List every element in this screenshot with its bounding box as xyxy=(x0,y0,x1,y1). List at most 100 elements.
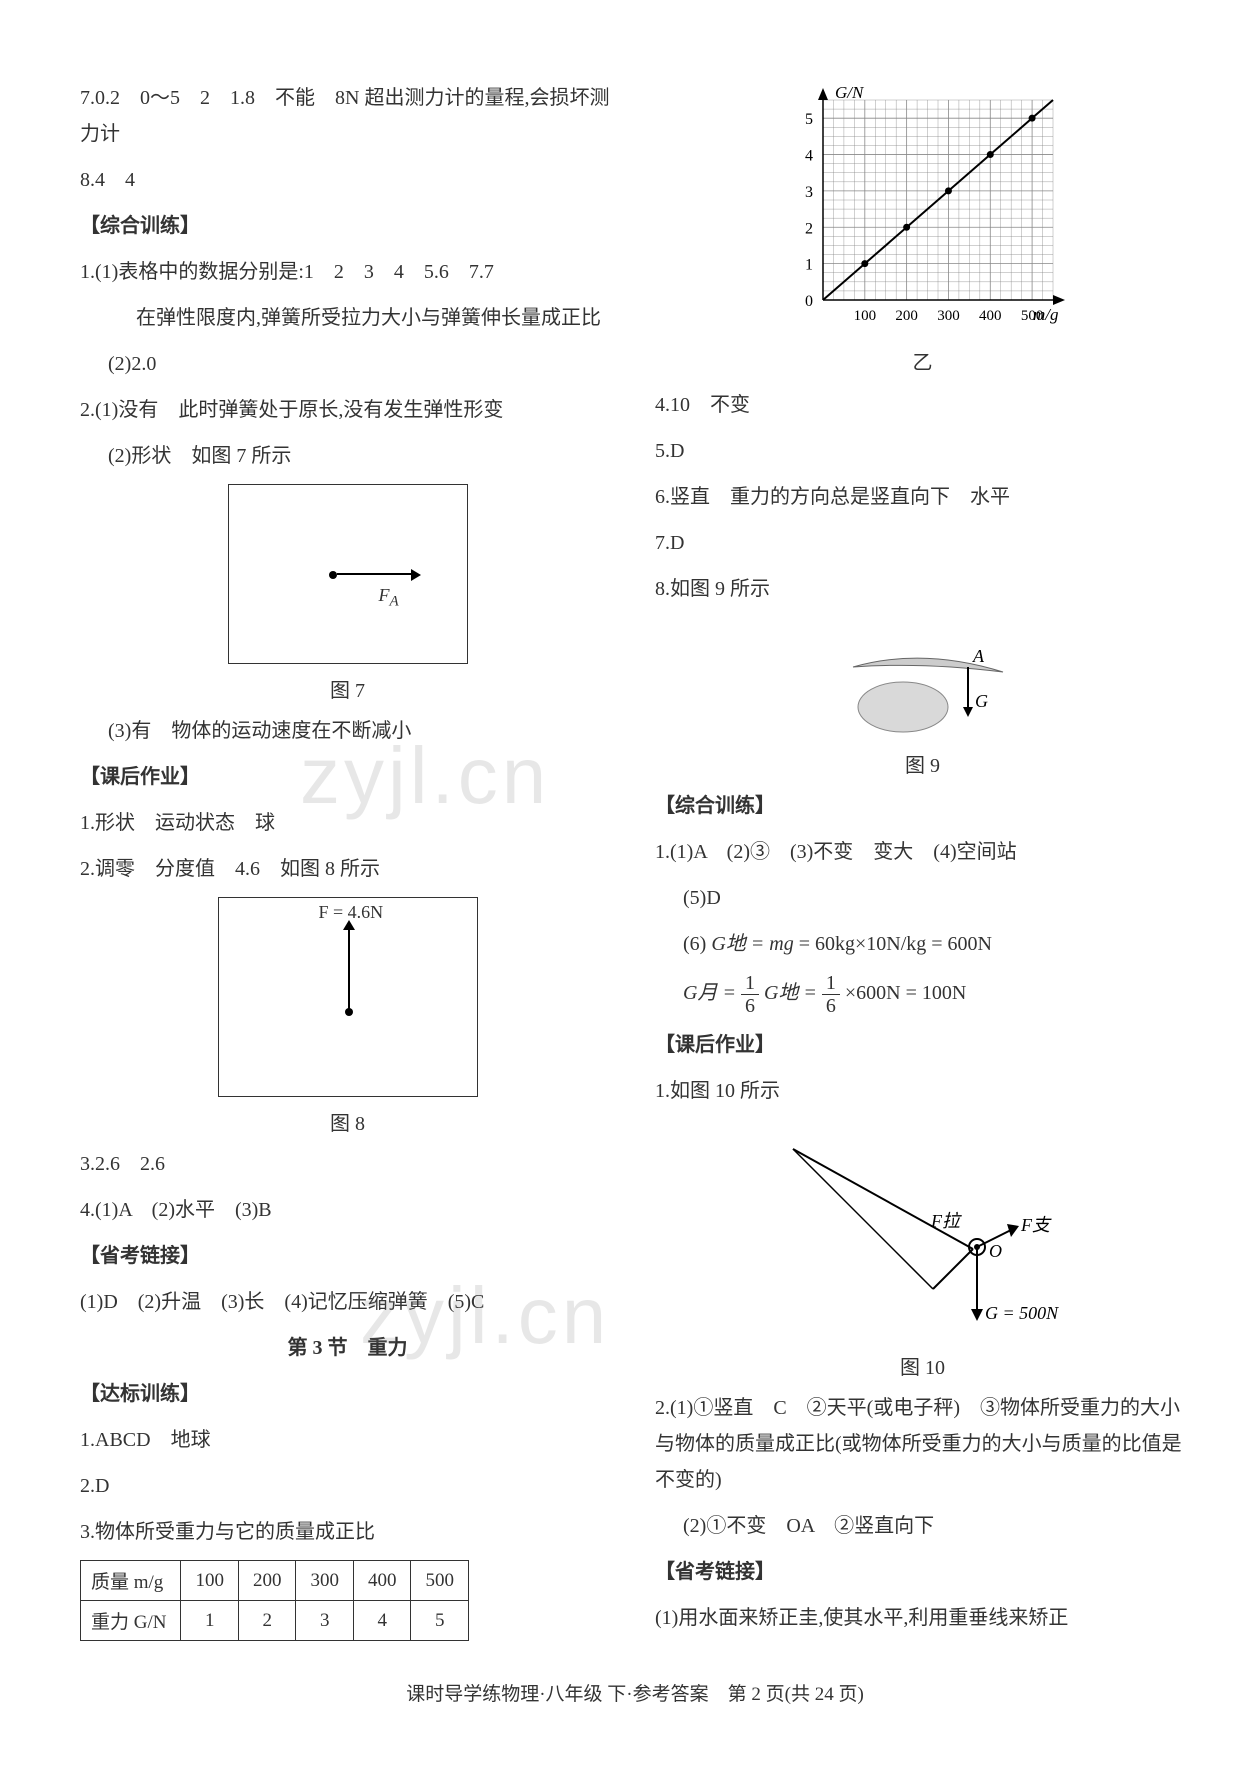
text-line: 2.(1)①竖直 C ②天平(或电子秤) ③物体所受重力的大小与物体的质量成正比… xyxy=(655,1390,1190,1498)
text-line: (2)形状 如图 7 所示 xyxy=(80,438,615,474)
figure-8: F = 4.6N xyxy=(218,897,478,1097)
table-header-cell: 质量 m/g xyxy=(81,1561,181,1601)
figure-caption: 图 7 xyxy=(80,674,615,703)
table-cell: 3 xyxy=(296,1601,354,1641)
table-cell: 100 xyxy=(181,1561,239,1601)
text-line: 1.形状 运动状态 球 xyxy=(80,805,615,841)
text-line: 在弹性限度内,弹簧所受拉力大小与弹簧伸长量成正比 xyxy=(80,300,615,336)
section-heading: 【省考链接】 xyxy=(80,1238,615,1274)
svg-text:3: 3 xyxy=(805,184,813,201)
chart-caption: 乙 xyxy=(655,346,1190,375)
table-cell: 5 xyxy=(411,1601,469,1641)
label-Fzhi: F支 xyxy=(1020,1215,1052,1235)
table-row: 质量 m/g 100 200 300 400 500 xyxy=(81,1561,469,1601)
svg-text:1: 1 xyxy=(805,257,813,274)
label-O: O xyxy=(989,1241,1002,1261)
denominator: 6 xyxy=(741,995,759,1017)
denominator: 6 xyxy=(822,995,840,1017)
label-G: G = 500N xyxy=(985,1303,1059,1323)
text-line: 7.D xyxy=(655,525,1190,561)
text-line: 8.4 4 xyxy=(80,162,615,198)
section-heading: 【课后作业】 xyxy=(80,759,615,795)
section-heading: 【综合训练】 xyxy=(655,788,1190,824)
section-heading: 【达标训练】 xyxy=(80,1376,615,1412)
text-line: 1.ABCD 地球 xyxy=(80,1422,615,1458)
numerator: 1 xyxy=(741,972,759,995)
text-line: 4.(1)A (2)水平 (3)B xyxy=(80,1192,615,1228)
fraction: 16 xyxy=(822,972,840,1017)
text-line: 4.10 不变 xyxy=(655,387,1190,423)
line-chart-svg: 012345100200300400500G/Nm/g xyxy=(773,80,1073,340)
svg-text:300: 300 xyxy=(937,308,960,324)
table-cell: 400 xyxy=(353,1561,411,1601)
text-line: 1.(1)表格中的数据分别是:1 2 3 4 5.6 7.7 xyxy=(80,254,615,290)
table-cell: 200 xyxy=(238,1561,296,1601)
text-line: 5.D xyxy=(655,433,1190,469)
section-title: 第 3 节 重力 xyxy=(80,1330,615,1366)
svg-text:400: 400 xyxy=(979,308,1002,324)
svg-text:200: 200 xyxy=(895,308,918,324)
eq2-mid: G地 = xyxy=(764,982,822,1004)
table-row: 重力 G/N 1 2 3 4 5 xyxy=(81,1601,469,1641)
eq1-rhs: = 60kg×10N/kg = 600N xyxy=(794,933,992,955)
figure-9-svg: A G xyxy=(823,617,1023,737)
svg-text:m/g: m/g xyxy=(1033,305,1059,324)
svg-text:4: 4 xyxy=(805,148,813,165)
svg-text:5: 5 xyxy=(805,111,813,128)
force-arrow xyxy=(337,573,417,575)
figure-caption: 图 8 xyxy=(80,1107,615,1136)
table-cell: 2 xyxy=(238,1601,296,1641)
table-cell: 1 xyxy=(181,1601,239,1641)
force-origin-dot xyxy=(329,571,337,579)
left-column: 7.0.2 0～5 2 1.8 不能 8N 超出测力计的量程,会损坏测力计 8.… xyxy=(80,80,615,1649)
equation-line: (6) G地 = mg = 60kg×10N/kg = 600N xyxy=(655,926,1190,962)
label-Fla: F拉 xyxy=(930,1211,962,1231)
eq1-lhs: G地 = mg xyxy=(711,933,793,955)
right-column: 012345100200300400500G/Nm/g 乙 4.10 不变 5.… xyxy=(655,80,1190,1649)
text-line: 2.D xyxy=(80,1468,615,1504)
table-cell: 4 xyxy=(353,1601,411,1641)
figure-caption: 图 10 xyxy=(655,1351,1190,1380)
figure-caption: 图 9 xyxy=(655,749,1190,778)
equation-line: G月 = 16 G地 = 16 ×600N = 100N xyxy=(655,972,1190,1017)
text-line: (2)2.0 xyxy=(80,346,615,382)
arrowhead-icon xyxy=(971,1309,983,1321)
section-heading: 【课后作业】 xyxy=(655,1027,1190,1063)
rope-line xyxy=(793,1149,933,1289)
label-A: A xyxy=(972,646,985,666)
figure-10: F拉 F支 O G = 500N 图 10 xyxy=(655,1119,1190,1380)
text-line: (5)D xyxy=(655,880,1190,916)
text-line: 2.调零 分度值 4.6 如图 8 所示 xyxy=(80,851,615,887)
text-line: (3)有 物体的运动速度在不断减小 xyxy=(80,713,615,749)
text-line: 3.物体所受重力与它的质量成正比 xyxy=(80,1514,615,1550)
numerator: 1 xyxy=(822,972,840,995)
force-origin-dot xyxy=(345,1008,353,1016)
text-line: (2)①不变 OA ②竖直向下 xyxy=(655,1508,1190,1544)
svg-text:100: 100 xyxy=(853,308,876,324)
mass-weight-table: 质量 m/g 100 200 300 400 500 重力 G/N 1 2 3 … xyxy=(80,1560,469,1641)
label-G: G xyxy=(975,691,988,711)
rope-line xyxy=(793,1149,973,1249)
figure-9: A G 图 9 xyxy=(655,617,1190,778)
arrowhead-icon xyxy=(411,569,421,581)
eq2-post: ×600N = 100N xyxy=(845,982,966,1004)
text-line: 8.如图 9 所示 xyxy=(655,571,1190,607)
table-cell: 500 xyxy=(411,1561,469,1601)
two-column-layout: 7.0.2 0～5 2 1.8 不能 8N 超出测力计的量程,会损坏测力计 8.… xyxy=(80,80,1190,1649)
section-heading: 【综合训练】 xyxy=(80,208,615,244)
text-line: 6.竖直 重力的方向总是竖直向下 水平 xyxy=(655,479,1190,515)
force-label: FA xyxy=(379,585,399,611)
figure-7: FA xyxy=(228,484,468,664)
label-F-sub: A xyxy=(390,594,399,610)
arrowhead-icon xyxy=(963,707,973,717)
text-line: (1)D (2)升温 (3)长 (4)记忆压缩弹簧 (5)C xyxy=(80,1284,615,1320)
text-line: 7.0.2 0～5 2 1.8 不能 8N 超出测力计的量程,会损坏测力计 xyxy=(80,80,615,152)
section-heading: 【省考链接】 xyxy=(655,1554,1190,1590)
text-line: 1.(1)A (2)③ (3)不变 变大 (4)空间站 xyxy=(655,834,1190,870)
page-footer: 课时导学练物理·八年级 下·参考答案 第 2 页(共 24 页) xyxy=(80,1679,1190,1706)
text-line: (1)用水面来矫正圭,使其水平,利用重垂线来矫正 xyxy=(655,1600,1190,1636)
text-line: 3.2.6 2.6 xyxy=(80,1146,615,1182)
hand-icon xyxy=(858,682,948,732)
svg-text:G/N: G/N xyxy=(835,83,865,102)
gn-chart: 012345100200300400500G/Nm/g xyxy=(655,80,1190,340)
